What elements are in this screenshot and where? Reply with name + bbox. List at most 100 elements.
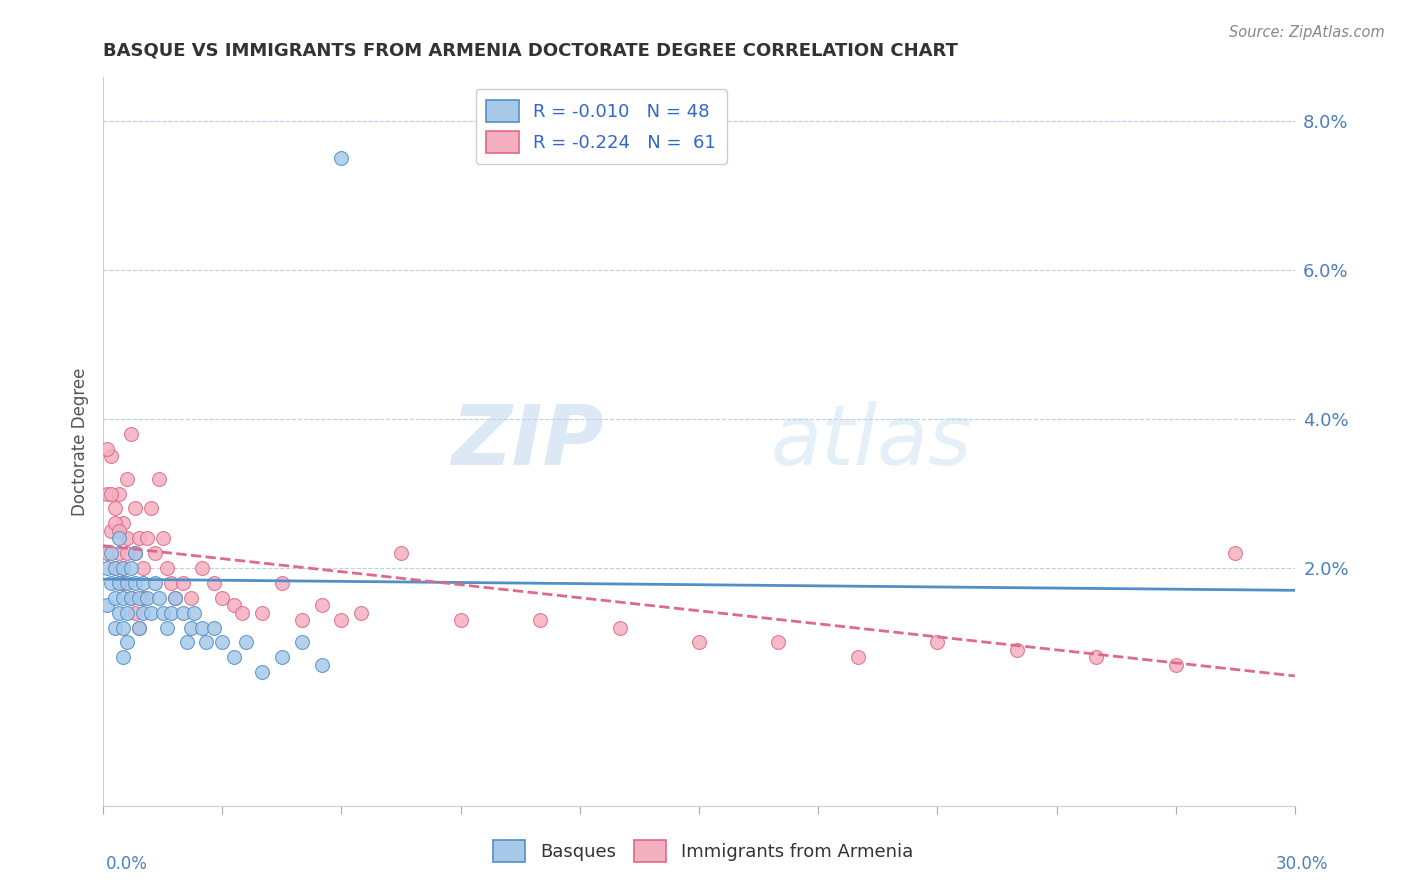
Point [311,598,333,612]
Point [211,591,233,605]
Point [176,635,198,649]
Point [100,546,122,560]
Point [159,575,181,590]
Point [135,591,157,605]
Y-axis label: Doctorate Degree: Doctorate Degree [72,368,89,516]
Point [156,561,179,575]
Point [128,621,150,635]
Legend: Basques, Immigrants from Armenia: Basques, Immigrants from Armenia [485,833,921,870]
Point [111,561,134,575]
Point [1225,546,1247,560]
Point [96,561,118,575]
Point [124,501,146,516]
Point [1164,657,1187,672]
Point [111,575,134,590]
Point [156,621,179,635]
Point [224,598,246,612]
Point [100,524,122,538]
Point [120,591,142,605]
Point [100,575,122,590]
Point [235,635,257,649]
Point [1085,650,1108,665]
Point [115,531,138,545]
Point [191,621,214,635]
Point [108,575,131,590]
Point [1005,643,1028,657]
Point [311,657,333,672]
Point [104,501,127,516]
Point [111,516,134,531]
Text: 30.0%: 30.0% [1277,855,1329,872]
Point [330,613,353,627]
Point [163,591,186,605]
Point [108,486,131,500]
Point [120,561,142,575]
Point [291,613,314,627]
Text: ZIP: ZIP [451,401,603,482]
Point [172,606,194,620]
Point [104,621,127,635]
Point [104,516,127,531]
Point [96,598,118,612]
Point [529,613,551,627]
Point [609,621,631,635]
Point [108,531,131,545]
Point [350,606,373,620]
Point [100,486,122,500]
Point [231,606,253,620]
Point [115,472,138,486]
Point [132,591,155,605]
Point [132,561,155,575]
Point [111,591,134,605]
Point [389,546,412,560]
Point [148,591,170,605]
Point [163,591,186,605]
Text: BASQUE VS IMMIGRANTS FROM ARMENIA DOCTORATE DEGREE CORRELATION CHART: BASQUE VS IMMIGRANTS FROM ARMENIA DOCTOR… [103,42,957,60]
Point [104,561,127,575]
Point [108,524,131,538]
Point [172,575,194,590]
Point [100,450,122,464]
Point [139,606,162,620]
Point [132,606,155,620]
Point [104,561,127,575]
Point [115,575,138,590]
Point [270,575,292,590]
Point [143,546,166,560]
Point [224,650,246,665]
Point [120,427,142,442]
Text: 0.0%: 0.0% [105,855,148,872]
Point [111,561,134,575]
Point [202,621,225,635]
Point [148,472,170,486]
Point [124,546,146,560]
Point [139,501,162,516]
Point [211,635,233,649]
Point [291,635,314,649]
Point [191,561,214,575]
Point [180,591,202,605]
Point [108,575,131,590]
Point [270,650,292,665]
Point [250,606,273,620]
Point [96,442,118,456]
Point [846,650,869,665]
Point [104,591,127,605]
Legend: R = -0.010   N = 48, R = -0.224   N =  61: R = -0.010 N = 48, R = -0.224 N = 61 [475,89,727,164]
Point [159,606,181,620]
Point [250,665,273,680]
Point [183,606,205,620]
Point [450,613,472,627]
Point [111,650,134,665]
Point [128,531,150,545]
Point [96,546,118,560]
Point [128,621,150,635]
Point [128,591,150,605]
Point [108,606,131,620]
Point [115,606,138,620]
Point [115,635,138,649]
Point [124,606,146,620]
Point [132,575,155,590]
Point [688,635,710,649]
Point [124,546,146,560]
